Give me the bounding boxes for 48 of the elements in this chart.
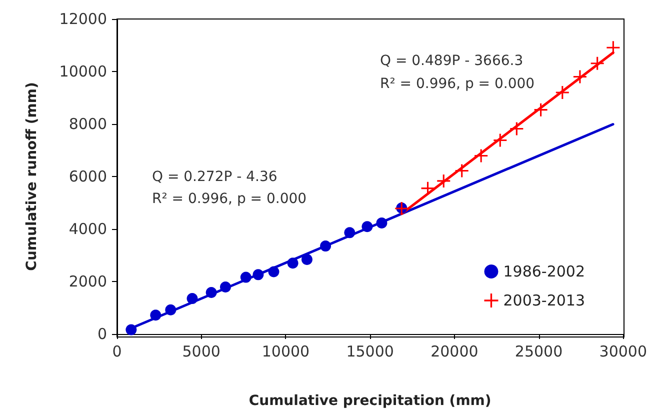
- y-tick-label: 6000: [68, 168, 107, 186]
- point: [320, 240, 332, 252]
- legend-label: 1986-2002: [503, 262, 586, 280]
- point: [165, 304, 176, 316]
- point: [268, 266, 280, 278]
- x-tick-label: 15000: [346, 342, 394, 360]
- point: [455, 164, 468, 178]
- point: [606, 41, 620, 54]
- point: [421, 182, 434, 195]
- y-tick-label: 8000: [68, 115, 107, 133]
- point: [344, 227, 356, 238]
- x-tick-label: 10000: [262, 342, 310, 360]
- x-axis-title: Cumulative precipitation (mm): [248, 393, 492, 409]
- point: [556, 86, 569, 99]
- annotation: R² = 0.996, p = 0.000: [380, 76, 535, 92]
- point: [510, 122, 524, 136]
- point: [287, 258, 298, 269]
- y-tick-label: 10000: [59, 62, 107, 80]
- point: [474, 149, 488, 162]
- annotation: R² = 0.996, p = 0.000: [152, 191, 307, 207]
- point: [301, 254, 312, 265]
- x-tick-label: 20000: [430, 342, 478, 360]
- legend-label: 2003-2013: [503, 292, 586, 310]
- y-tick-label: 2000: [68, 272, 107, 290]
- point: [590, 56, 604, 70]
- point: [494, 134, 507, 147]
- point: [186, 293, 198, 304]
- point: [437, 174, 450, 188]
- y-tick-label: 4000: [68, 220, 107, 238]
- point: [220, 282, 231, 293]
- y-axis-title: Cumulative runoff (mm): [24, 82, 40, 271]
- annotation: Q = 0.489P - 3666.3: [380, 53, 524, 69]
- point: [534, 103, 548, 116]
- y-tick-label: 0: [97, 325, 107, 343]
- point: [362, 221, 373, 232]
- y-tick-label: 12000: [59, 10, 107, 28]
- point: [126, 324, 137, 336]
- x-tick-label: 30000: [599, 342, 647, 360]
- x-tick-label: 5000: [182, 342, 220, 360]
- point: [206, 287, 217, 298]
- point: [252, 269, 264, 280]
- point: [376, 217, 388, 228]
- x-tick-label: 25000: [514, 342, 563, 360]
- point: [573, 70, 586, 84]
- x-tick-label: 0: [112, 342, 122, 360]
- point: [150, 310, 162, 321]
- point: [240, 272, 252, 283]
- annotation: Q = 0.272P - 4.36: [152, 169, 278, 185]
